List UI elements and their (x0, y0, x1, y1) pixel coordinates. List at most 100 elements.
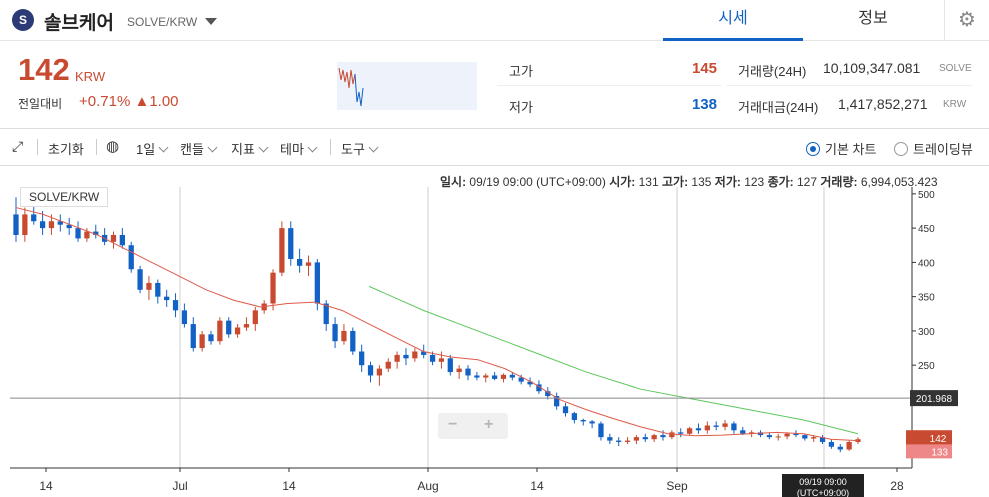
candle-body-52 (474, 375, 480, 378)
crosshair-tz-label: (UTC+09:00) (797, 488, 849, 497)
candle-body-19 (181, 310, 188, 325)
candle-body-88 (793, 433, 799, 436)
amount-value: 1,417,852,271 (838, 96, 928, 112)
candle-body-43 (394, 354, 400, 362)
theme-select[interactable]: 테마 (280, 139, 318, 158)
candle-body-77 (695, 428, 702, 431)
candle-body-5 (57, 221, 63, 225)
sparkline (337, 62, 477, 110)
y-tick-label-0: 500 (918, 190, 935, 201)
candle-body-23 (217, 320, 223, 342)
candle-body-54 (491, 375, 498, 379)
candle-body-76 (686, 428, 693, 434)
candle-body-89 (802, 435, 808, 439)
volume-row: 거래량(24H) 10,109,347.081 SOLVE (727, 52, 972, 86)
low-value: 138 (691, 96, 717, 113)
gear-icon[interactable]: ⚙ (944, 0, 989, 41)
candle-body-64 (580, 420, 586, 422)
candle-body-55 (500, 374, 507, 379)
candle-body-17 (164, 296, 170, 301)
chart-toolbar: ⤢ 초기화 ◍ 1일 캔들 지표 테마 도구 기본 차트 트레이딩뷰 (0, 128, 989, 166)
interval-select[interactable]: 1일 (136, 139, 169, 158)
candle-body-8 (84, 231, 90, 239)
candle-body-21 (199, 334, 205, 349)
tab-price[interactable]: 시세 (663, 0, 803, 41)
candle-body-71 (642, 437, 648, 440)
candle-body-95 (855, 439, 861, 442)
candle-body-6 (66, 224, 72, 229)
candle-body-91 (819, 437, 826, 442)
candle-select[interactable]: 캔들 (180, 139, 218, 158)
y-tick-label-3: 350 (918, 293, 935, 304)
candle-body-27 (252, 310, 258, 325)
y-tick-label-2: 400 (918, 258, 935, 269)
header: S 솔브케어 SOLVE/KRW 시세 정보 ⚙ (0, 0, 989, 41)
candle-body-0 (13, 214, 19, 235)
crosshair-date-bg (782, 474, 864, 497)
tradingview-radio[interactable]: 트레이딩뷰 (894, 139, 973, 158)
candle-body-34 (314, 262, 320, 304)
globe-icon[interactable]: ◍ (106, 138, 120, 155)
low-label: 저가 (509, 100, 533, 115)
candle-body-26 (243, 324, 250, 328)
candlestick-chart[interactable]: 500 450 400 350 300 250 14 Jul 14 Aug 14 Sep 28 201.9… (0, 187, 989, 497)
candle-body-46 (421, 351, 427, 355)
candle-body-15 (146, 282, 152, 290)
candle-body-74 (669, 432, 675, 438)
crosshair-price-bg (910, 390, 958, 407)
volume-value: 10,109,347.081 (823, 60, 921, 76)
last-price-tag: 142 (930, 434, 947, 445)
candle-body-92 (828, 441, 835, 447)
y-tick-label-1: 450 (918, 224, 935, 235)
candle-body-79 (713, 425, 719, 427)
candle-body-20 (190, 324, 196, 349)
candle-body-69 (624, 440, 631, 442)
candle-body-9 (93, 231, 99, 235)
last-price-tag-bg (906, 430, 952, 447)
tab-info[interactable]: 정보 (858, 10, 888, 27)
coin-name[interactable]: 솔브케어 (44, 13, 114, 34)
x-tick-label-1: Jul (172, 479, 187, 493)
basic-chart-radio[interactable]: 기본 차트 (806, 139, 876, 158)
candle-body-30 (279, 228, 285, 273)
candle-body-1 (22, 214, 28, 235)
price-change: +0.71% ▲1.00 (79, 93, 179, 110)
candle-body-13 (128, 245, 134, 270)
fullscreen-icon[interactable]: ⤢ (12, 138, 24, 154)
candle-body-61 (554, 396, 560, 407)
coin-pair[interactable]: SOLVE/KRW (127, 15, 198, 29)
candle-body-11 (110, 234, 117, 242)
reset-button[interactable]: 초기화 (48, 142, 84, 157)
candle-body-82 (740, 430, 746, 434)
x-tick-label-6: 28 (890, 479, 904, 493)
zoom-controls: − + (438, 413, 508, 439)
candle-body-24 (226, 320, 232, 335)
x-tick-label-0: 14 (39, 479, 53, 493)
candle-body-63 (571, 413, 578, 421)
candle-body-94 (846, 441, 852, 450)
tools-select[interactable]: 도구 (341, 139, 379, 158)
candle-body-51 (465, 368, 471, 376)
candle-body-41 (376, 368, 383, 376)
candle-body-70 (633, 437, 640, 441)
candle-body-86 (775, 436, 781, 438)
high-row: 고가 145 (497, 52, 721, 86)
candle-body-37 (341, 330, 347, 342)
zoom-out-icon[interactable]: − (448, 416, 458, 433)
candle-body-7 (75, 228, 81, 239)
candle-body-53 (483, 375, 489, 378)
amount-unit: KRW (943, 99, 967, 110)
candle-body-22 (208, 334, 214, 342)
crosshair-price-label: 201.968 (916, 394, 953, 405)
low-row: 저가 138 (497, 88, 721, 122)
candle-body-65 (589, 421, 595, 424)
coin-dropdown-chevron-down-icon[interactable] (205, 18, 217, 25)
candle-body-56 (509, 374, 515, 378)
candle-body-80 (722, 423, 728, 427)
zoom-in-icon[interactable]: + (484, 416, 494, 433)
indicator-select[interactable]: 지표 (231, 139, 269, 158)
candle-body-14 (137, 269, 143, 290)
candle-body-48 (438, 358, 445, 362)
candle-body-40 (367, 365, 374, 376)
candle-body-58 (527, 381, 533, 385)
